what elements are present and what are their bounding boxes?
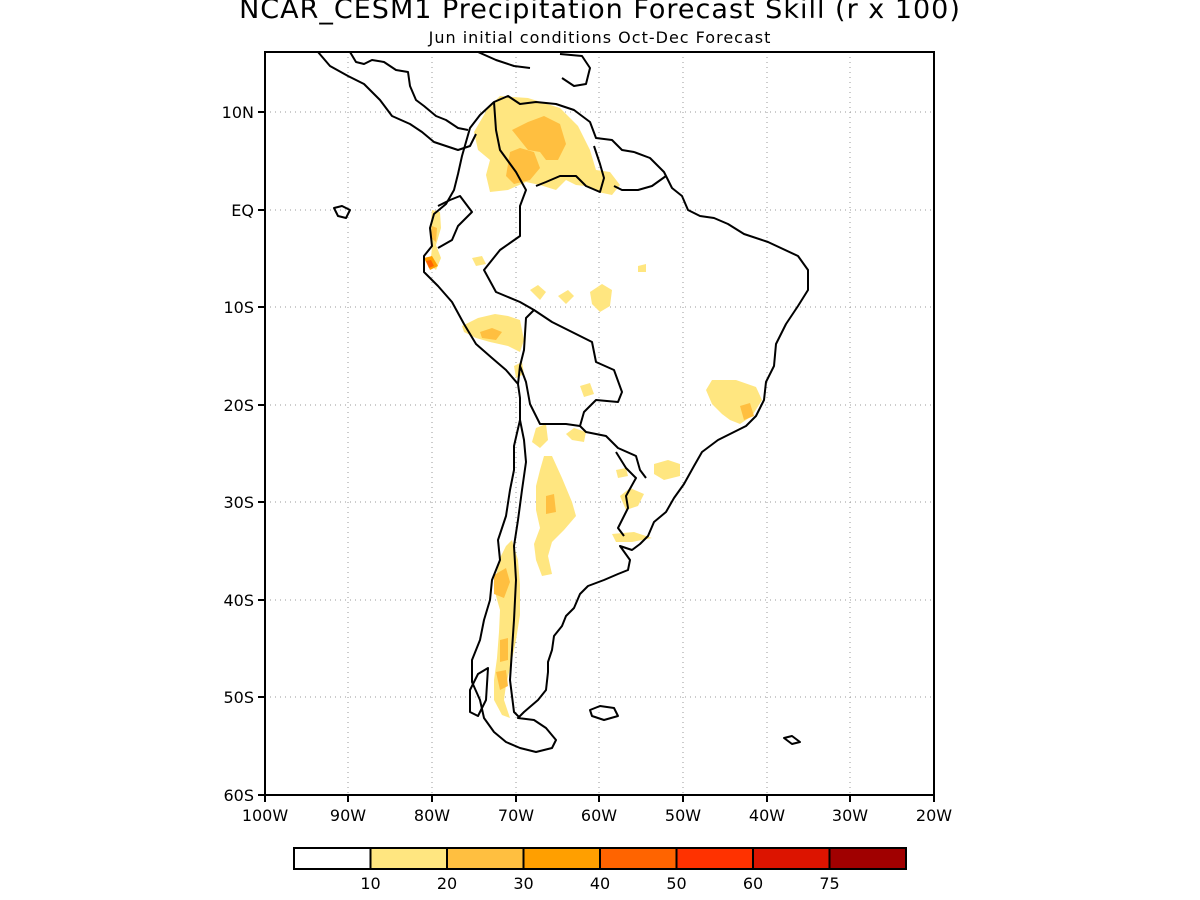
national-borders	[509, 419, 527, 719]
lon-label: 100W	[242, 806, 289, 825]
national-borders	[437, 195, 473, 249]
skill-area	[566, 428, 586, 442]
skill-area	[506, 148, 540, 184]
lon-label: 50W	[665, 806, 701, 825]
skill-shading-40-50	[426, 260, 434, 268]
lat-label: 40S	[223, 591, 254, 610]
colorbar-swatch	[828, 847, 907, 870]
national-borders	[519, 365, 581, 427]
skill-area	[472, 256, 486, 266]
south-georgia	[783, 735, 801, 745]
skill-area	[500, 638, 508, 662]
lat-label: EQ	[231, 201, 254, 220]
lat-label: 50S	[223, 688, 254, 707]
colorbar-label: 10	[360, 874, 380, 893]
skill-area	[616, 468, 628, 478]
national-borders	[613, 175, 667, 191]
longitude-axis: 100W 90W 80W 70W 60W 50W 40W 30W 20W	[242, 795, 952, 825]
national-borders	[615, 451, 637, 537]
skill-area	[530, 285, 546, 300]
national-borders	[535, 145, 605, 193]
skill-area	[480, 328, 502, 340]
chile-archipelago	[469, 667, 489, 717]
lon-label: 80W	[414, 806, 450, 825]
latitude-axis: 10N EQ 10S 20S 30S 40S 50S 60S	[222, 103, 265, 805]
lon-label: 40W	[749, 806, 785, 825]
skill-shading-20-30	[431, 116, 754, 690]
skill-area	[558, 290, 574, 304]
lat-label: 20S	[223, 396, 254, 415]
lon-label: 30W	[832, 806, 868, 825]
south-america-coastline	[423, 95, 809, 753]
colorbar-swatch	[522, 847, 601, 870]
colorbar-label: 75	[819, 874, 839, 893]
colorbar	[293, 847, 907, 870]
colorbar-label: 60	[743, 874, 763, 893]
skill-area	[654, 460, 680, 480]
skill-area	[534, 456, 576, 576]
lat-label: 10S	[223, 298, 254, 317]
skill-area	[496, 670, 508, 690]
skill-area	[532, 424, 548, 448]
skill-area	[426, 260, 434, 268]
national-borders	[483, 101, 535, 385]
skill-area	[431, 226, 437, 242]
lat-label: 10N	[222, 103, 254, 122]
lon-label: 60W	[581, 806, 617, 825]
map-subtitle: Jun initial conditions Oct-Dec Forecast	[428, 28, 772, 47]
hispaniola-coastline	[559, 53, 591, 87]
colorbar-label: 20	[437, 874, 457, 893]
skill-area	[590, 284, 612, 312]
skill-area	[512, 116, 566, 160]
skill-area	[580, 383, 594, 397]
lon-label: 70W	[498, 806, 534, 825]
colorbar-swatch	[599, 847, 678, 870]
colorbar-swatch	[293, 847, 372, 870]
skill-area	[620, 488, 644, 510]
lon-label: 90W	[330, 806, 366, 825]
central-america-coastline	[349, 52, 469, 131]
lat-label: 60S	[223, 786, 254, 805]
lat-label: 30S	[223, 493, 254, 512]
skill-area	[494, 568, 510, 598]
skill-area	[740, 403, 754, 420]
cuba-coastline	[477, 52, 531, 69]
central-america-coastline	[317, 52, 477, 151]
galapagos-islands	[333, 205, 351, 219]
colorbar-swatch	[369, 847, 448, 870]
skill-area	[546, 494, 556, 514]
colorbar-label: 50	[666, 874, 686, 893]
national-borders	[533, 309, 647, 479]
colorbar-swatch	[675, 847, 754, 870]
colorbar-label: 30	[513, 874, 533, 893]
falkland-islands	[589, 705, 619, 721]
skill-area	[638, 264, 646, 272]
colorbar-swatch	[752, 847, 831, 870]
colorbar-labels: 10 20 30 40 50 60 75	[360, 874, 839, 893]
coastlines	[317, 52, 809, 753]
colorbar-label: 40	[590, 874, 610, 893]
colorbar-swatch	[446, 847, 525, 870]
lon-label: 20W	[916, 806, 952, 825]
map-title: NCAR_CESM1 Precipitation Forecast Skill …	[239, 0, 961, 25]
